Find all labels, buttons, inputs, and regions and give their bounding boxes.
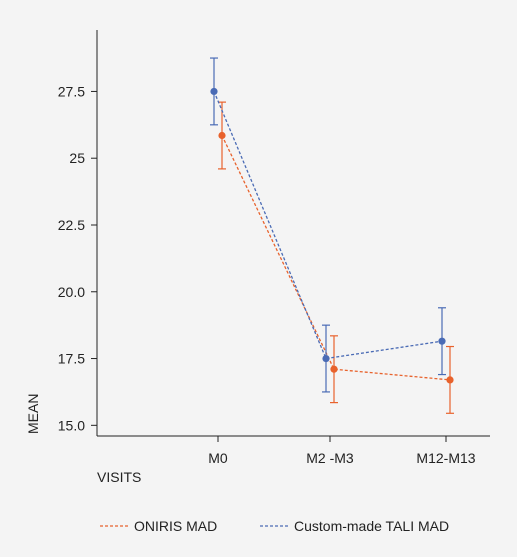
data-point bbox=[210, 87, 218, 96]
legend-item: Custom-made TALI MAD bbox=[260, 518, 449, 534]
y-tick-label: 15.0 bbox=[58, 417, 85, 433]
series bbox=[218, 101, 454, 414]
series bbox=[210, 57, 446, 393]
x-axis-title: VISITS bbox=[97, 469, 141, 485]
data-point bbox=[438, 337, 446, 345]
legend-label: Custom-made TALI MAD bbox=[294, 518, 449, 534]
axes: 15.0 17.5 20.0 22.5 25 27.5 M0 M2 -M3 M12-M13 bbox=[58, 30, 490, 466]
y-axis-title: MEAN bbox=[25, 394, 41, 434]
x-tick-label: M2 -M3 bbox=[306, 450, 354, 466]
series-line bbox=[221, 135, 451, 381]
y-tick-label: 22.5 bbox=[58, 217, 85, 233]
series-line bbox=[213, 91, 443, 360]
data-point bbox=[446, 376, 454, 384]
y-tick-label: 20.0 bbox=[58, 284, 85, 300]
x-tick-label: M12-M13 bbox=[416, 450, 475, 466]
data-point bbox=[218, 131, 226, 140]
y-tick-label: 25 bbox=[69, 150, 85, 166]
legend-label: ONIRIS MAD bbox=[134, 518, 217, 534]
y-tick-label: 27.5 bbox=[58, 83, 85, 99]
data-point bbox=[322, 354, 330, 363]
series-layer bbox=[210, 57, 454, 414]
legend-item: ONIRIS MAD bbox=[100, 518, 217, 534]
data-point bbox=[330, 365, 338, 373]
legend: ONIRIS MAD Custom-made TALI MAD bbox=[100, 518, 449, 534]
x-tick-label: M0 bbox=[208, 450, 228, 466]
y-tick-label: 17.5 bbox=[58, 351, 85, 367]
